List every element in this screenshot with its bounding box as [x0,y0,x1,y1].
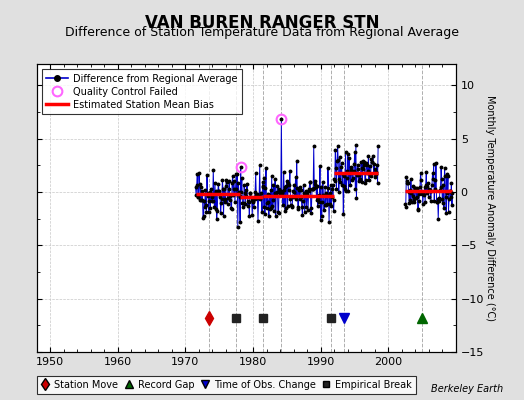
Text: VAN BUREN RANGER STN: VAN BUREN RANGER STN [145,14,379,32]
Y-axis label: Monthly Temperature Anomaly Difference (°C): Monthly Temperature Anomaly Difference (… [485,95,495,321]
Legend: Station Move, Record Gap, Time of Obs. Change, Empirical Break: Station Move, Record Gap, Time of Obs. C… [37,376,416,394]
Text: Difference of Station Temperature Data from Regional Average: Difference of Station Temperature Data f… [65,26,459,39]
Text: Berkeley Earth: Berkeley Earth [431,384,503,394]
